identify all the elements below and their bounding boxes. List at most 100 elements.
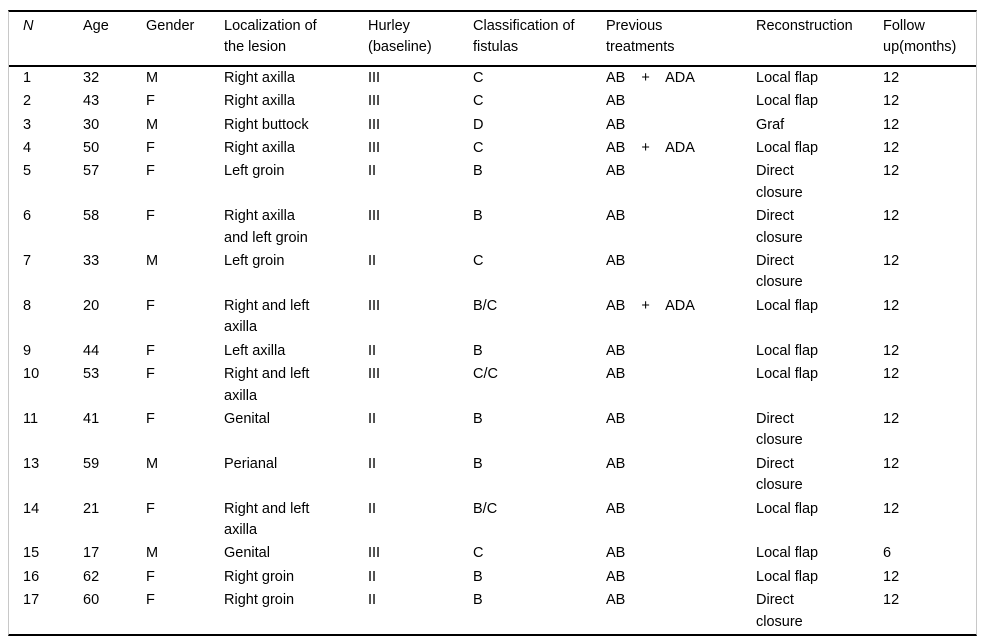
cell-previous: AB xyxy=(606,342,626,359)
cell-previous: AB xyxy=(606,568,626,585)
table-row: 13 59 M Perianal II B AB Direct closure 12 xyxy=(9,453,976,498)
cell-hurley: II xyxy=(368,500,377,517)
cell-previous: AB + ADA xyxy=(606,140,695,157)
cell-classification: B/C xyxy=(473,500,498,517)
cell-localization: Left groin xyxy=(224,163,285,180)
cell-localization: Genital xyxy=(224,410,270,427)
table-row: 10 53 F Right and left axilla III C/C AB Local … xyxy=(9,363,976,408)
cell-reconstruction: Direct closure xyxy=(756,163,803,201)
cell-reconstruction: Direct closure xyxy=(756,592,803,630)
cell-n: 11 xyxy=(23,410,39,427)
cell-gender: M xyxy=(146,545,159,562)
cell-localization: Right and left axilla xyxy=(224,297,310,336)
cell-previous: AB xyxy=(606,116,626,133)
cell-classification: D xyxy=(473,116,484,133)
column-header-reconstruction: Reconstruction xyxy=(756,12,883,67)
cell-age: 58 xyxy=(83,208,100,225)
cell-classification: C/C xyxy=(473,366,498,383)
cell-localization: Right and left axilla xyxy=(224,366,310,404)
cell-reconstruction: Local flap xyxy=(756,93,819,110)
cell-n: 6 xyxy=(23,208,32,225)
cell-reconstruction: Local flap xyxy=(756,500,819,517)
cell-followup: 12 xyxy=(883,342,900,359)
cell-localization: Right axilla and left groin xyxy=(224,208,308,246)
cell-previous: AB xyxy=(606,592,626,609)
cell-age: 30 xyxy=(83,116,100,133)
cell-classification: C xyxy=(473,253,484,270)
cell-age: 43 xyxy=(83,93,100,110)
cell-n: 16 xyxy=(23,568,40,585)
cell-followup: 12 xyxy=(883,140,900,157)
cell-gender: F xyxy=(146,592,155,609)
cell-reconstruction: Direct closure xyxy=(756,410,803,449)
cell-reconstruction: Local flap xyxy=(756,140,819,157)
cell-classification: B xyxy=(473,455,483,472)
column-header-n: N xyxy=(9,12,83,67)
column-header-classification: Classification of fistulas xyxy=(473,12,606,67)
cell-n: 13 xyxy=(23,455,40,472)
cell-hurley: III xyxy=(368,366,381,383)
cell-followup: 12 xyxy=(883,163,900,180)
cell-n: 4 xyxy=(23,140,32,157)
cell-hurley: III xyxy=(368,545,381,562)
table-row: 1 32 M Right axilla III C AB + ADA Local flap 12 xyxy=(9,66,976,90)
cell-followup: 12 xyxy=(883,500,900,517)
column-header-hurley: Hurley (baseline) xyxy=(368,12,473,67)
cell-age: 53 xyxy=(83,366,100,383)
cell-age: 62 xyxy=(83,568,100,585)
cell-n: 1 xyxy=(23,69,32,86)
table-body: 1 32 M Right axilla III C AB + ADA Local flap 12… xyxy=(9,66,976,634)
cell-followup: 12 xyxy=(883,455,900,472)
cell-gender: M xyxy=(146,455,159,472)
patients-table: N Age Gender Localization of the lesion Hurl… xyxy=(9,12,976,634)
cell-gender: F xyxy=(146,410,155,427)
cell-age: 60 xyxy=(83,592,100,609)
cell-reconstruction: Direct closure xyxy=(756,208,803,246)
table-row: 4 50 F Right axilla III C AB + ADA Local flap 12 xyxy=(9,137,976,160)
column-header-gender: Gender xyxy=(146,12,224,67)
cell-n: 14 xyxy=(23,500,40,517)
cell-gender: M xyxy=(146,116,159,133)
cell-gender: M xyxy=(146,253,159,270)
cell-localization: Right axilla xyxy=(224,93,295,110)
table-row: 3 30 M Right buttock III D AB Graf 12 xyxy=(9,114,976,137)
cell-gender: F xyxy=(146,500,155,517)
cell-hurley: III xyxy=(368,116,381,133)
cell-previous: AB xyxy=(606,208,626,225)
cell-age: 41 xyxy=(83,410,100,427)
cell-classification: B xyxy=(473,410,483,427)
cell-reconstruction: Direct closure xyxy=(756,253,803,291)
cell-localization: Genital xyxy=(224,545,270,562)
cell-hurley: III xyxy=(368,93,381,110)
cell-followup: 12 xyxy=(883,253,900,270)
cell-previous: AB xyxy=(606,163,626,180)
table-row: 6 58 F Right axilla and left groin III B AB Dir… xyxy=(9,205,976,250)
cell-classification: C xyxy=(473,545,484,562)
cell-classification: B xyxy=(473,342,483,359)
cell-gender: F xyxy=(146,366,155,383)
table-row: 17 60 F Right groin II B AB Direct closure 12 xyxy=(9,589,976,634)
cell-age: 59 xyxy=(83,455,100,472)
cell-hurley: III xyxy=(368,140,381,157)
cell-n: 9 xyxy=(23,342,32,359)
cell-localization: Right and left axilla xyxy=(224,500,310,538)
cell-age: 21 xyxy=(83,500,100,517)
cell-previous: AB xyxy=(606,253,626,270)
cell-localization: Left groin xyxy=(224,253,285,270)
cell-gender: F xyxy=(146,342,155,359)
cell-previous: AB xyxy=(606,410,626,427)
cell-classification: B xyxy=(473,568,483,585)
column-header-followup: Follow up(months) xyxy=(883,12,976,67)
cell-reconstruction: Local flap xyxy=(756,69,819,86)
header-row: N Age Gender Localization of the lesion Hurl… xyxy=(9,12,976,67)
column-header-age: Age xyxy=(83,12,146,67)
cell-reconstruction: Local flap xyxy=(756,297,819,314)
cell-gender: F xyxy=(146,163,155,180)
cell-hurley: II xyxy=(368,592,377,609)
table-row: 7 33 M Left groin II C AB Direct closure 12 xyxy=(9,250,976,295)
patients-table-frame: N Age Gender Localization of the lesion Hurl… xyxy=(8,10,977,636)
cell-reconstruction: Local flap xyxy=(756,342,819,359)
table-row: 11 41 F Genital II B AB Direct closure 12 xyxy=(9,408,976,453)
cell-hurley: II xyxy=(368,253,377,270)
cell-followup: 12 xyxy=(883,410,900,427)
